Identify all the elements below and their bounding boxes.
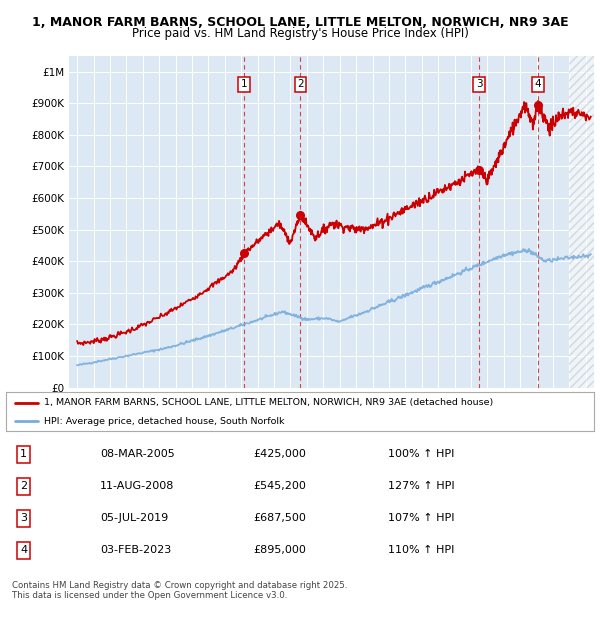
Text: 110% ↑ HPI: 110% ↑ HPI (388, 546, 455, 556)
Text: 2: 2 (20, 481, 27, 492)
Text: 100% ↑ HPI: 100% ↑ HPI (388, 450, 455, 459)
Text: £545,200: £545,200 (253, 481, 306, 492)
Text: £425,000: £425,000 (253, 450, 306, 459)
Text: 2: 2 (297, 79, 304, 89)
Text: 3: 3 (476, 79, 482, 89)
Text: 4: 4 (535, 79, 541, 89)
Text: 1, MANOR FARM BARNS, SCHOOL LANE, LITTLE MELTON, NORWICH, NR9 3AE (detached hous: 1, MANOR FARM BARNS, SCHOOL LANE, LITTLE… (44, 398, 493, 407)
Bar (569, 56, 594, 388)
Text: 08-MAR-2005: 08-MAR-2005 (100, 450, 175, 459)
Text: £895,000: £895,000 (253, 546, 306, 556)
Text: Price paid vs. HM Land Registry's House Price Index (HPI): Price paid vs. HM Land Registry's House … (131, 27, 469, 40)
Text: 107% ↑ HPI: 107% ↑ HPI (388, 513, 455, 523)
Text: 3: 3 (20, 513, 27, 523)
Text: Contains HM Land Registry data © Crown copyright and database right 2025.
This d: Contains HM Land Registry data © Crown c… (12, 581, 347, 600)
Text: £687,500: £687,500 (253, 513, 306, 523)
Text: HPI: Average price, detached house, South Norfolk: HPI: Average price, detached house, Sout… (44, 417, 285, 426)
Text: 1: 1 (241, 79, 248, 89)
Text: 03-FEB-2023: 03-FEB-2023 (100, 546, 172, 556)
Text: 05-JUL-2019: 05-JUL-2019 (100, 513, 169, 523)
Text: 127% ↑ HPI: 127% ↑ HPI (388, 481, 455, 492)
Text: 1: 1 (20, 450, 27, 459)
Text: 11-AUG-2008: 11-AUG-2008 (100, 481, 175, 492)
Text: 4: 4 (20, 546, 27, 556)
Text: 1, MANOR FARM BARNS, SCHOOL LANE, LITTLE MELTON, NORWICH, NR9 3AE: 1, MANOR FARM BARNS, SCHOOL LANE, LITTLE… (32, 16, 568, 29)
